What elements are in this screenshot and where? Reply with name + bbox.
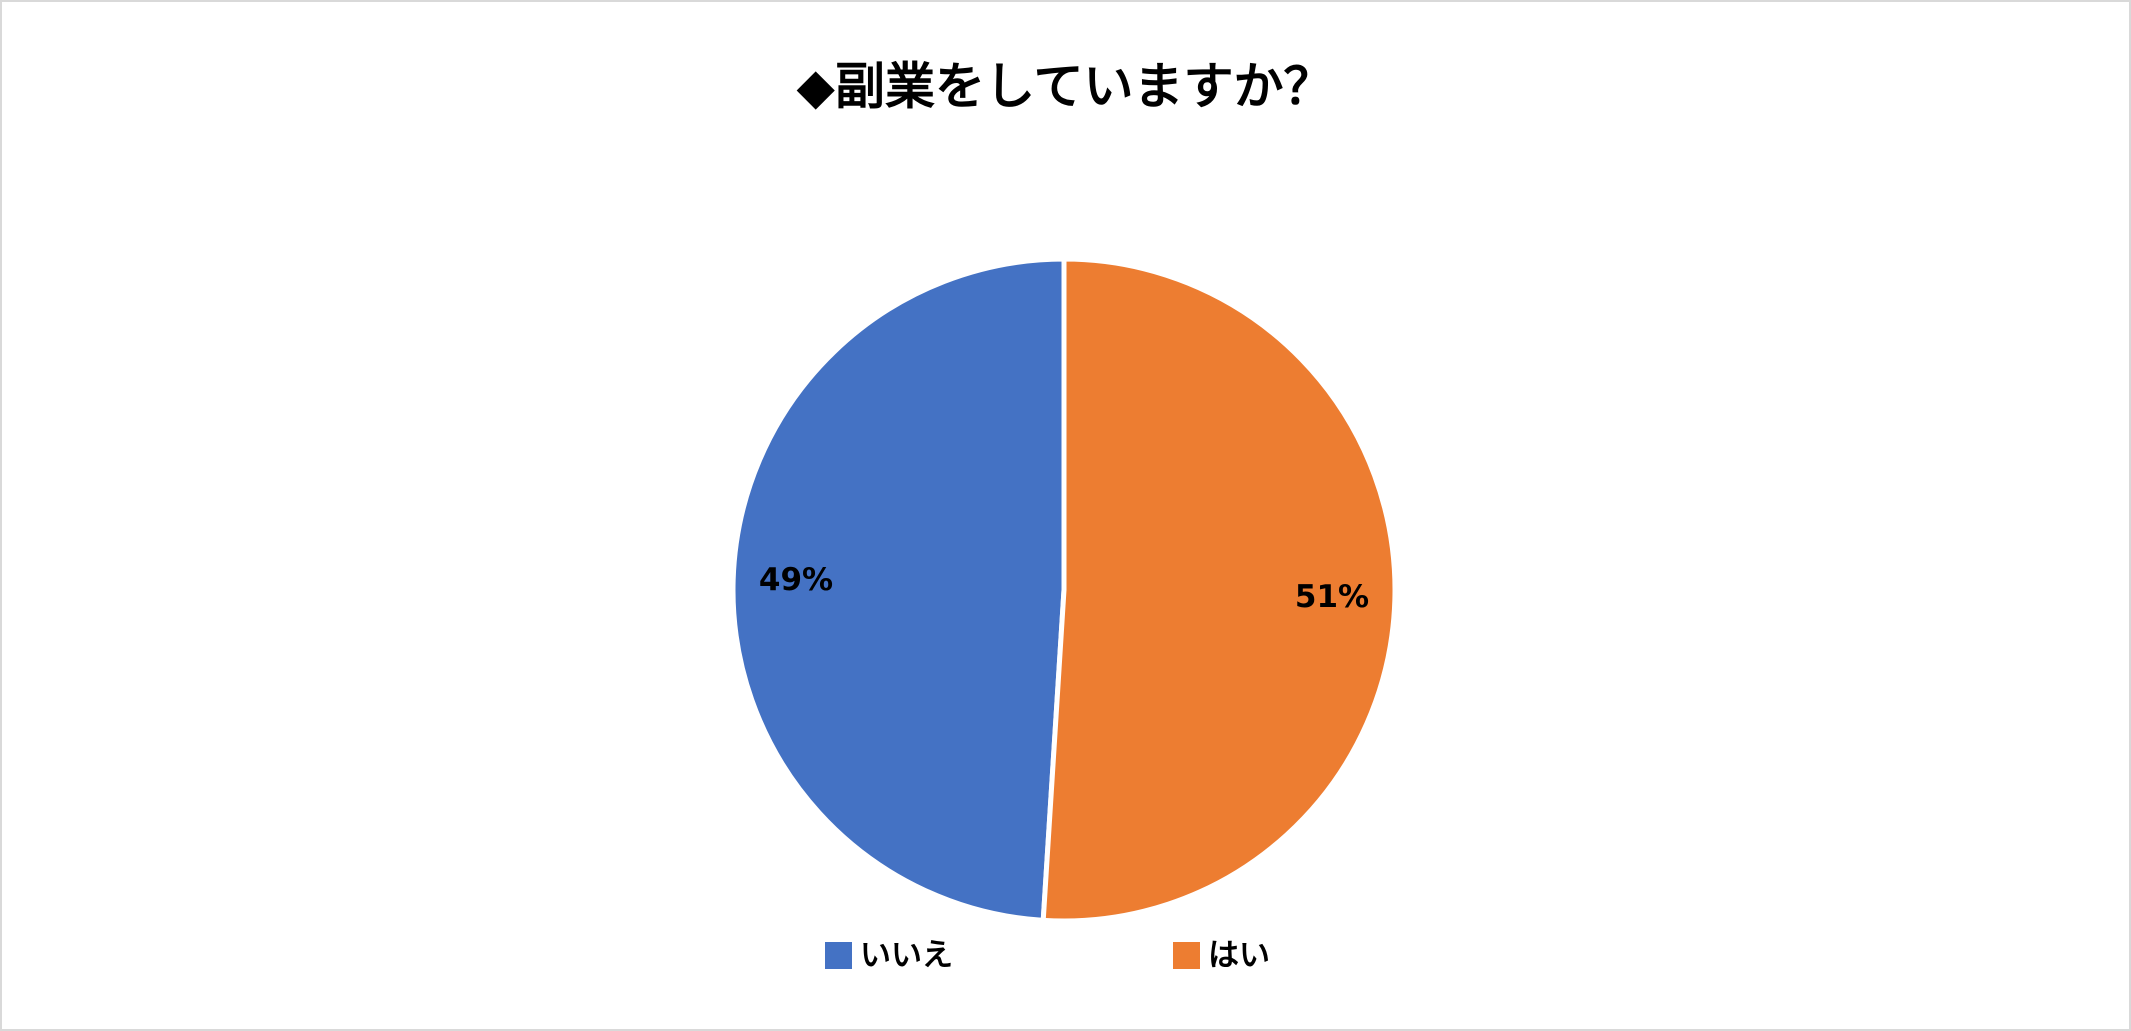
legend-label: いいえ bbox=[860, 938, 953, 974]
data-label: 49% bbox=[759, 562, 833, 598]
data-label: 51% bbox=[1295, 579, 1369, 615]
legend-swatch bbox=[825, 942, 852, 969]
pie-slice bbox=[730, 256, 1067, 923]
chart-title: ◆副業をしていますか？ bbox=[797, 58, 1334, 116]
pie-slice bbox=[1040, 256, 1398, 924]
legend-swatch bbox=[1173, 942, 1200, 969]
legend-label: はい bbox=[1208, 938, 1270, 974]
